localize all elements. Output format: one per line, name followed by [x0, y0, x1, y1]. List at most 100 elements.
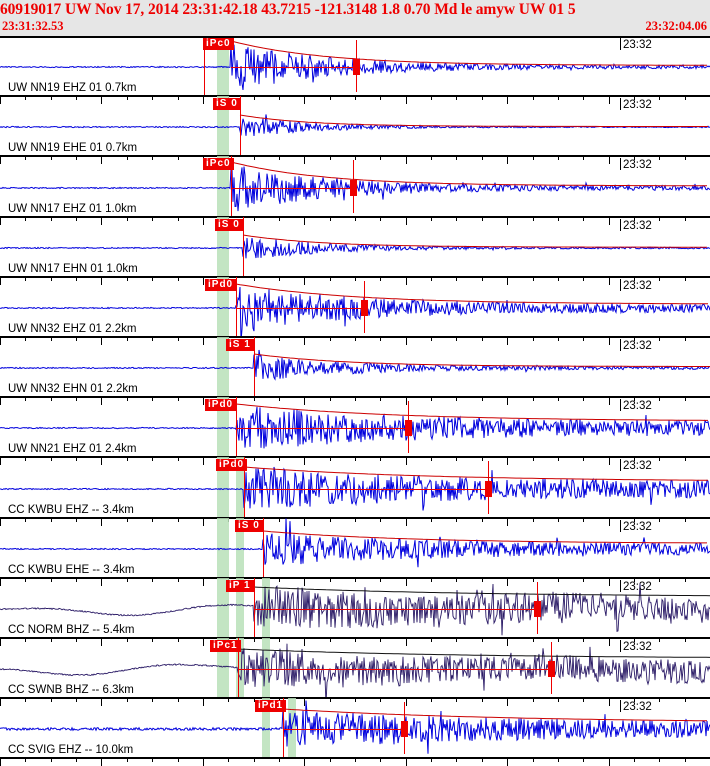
- time-tick: [620, 640, 621, 652]
- axis-tick: [203, 276, 204, 285]
- trace-row[interactable]: iPc0 23:32 UW NN17 EHZ 01 1.0km: [0, 156, 710, 217]
- axis-tick: [101, 276, 102, 285]
- axis-tick: [533, 577, 534, 582]
- pick-label[interactable]: iP 1: [226, 580, 254, 592]
- axis-tick: [609, 757, 610, 766]
- trace-row[interactable]: iPc1 23:32 CC SWNB BHZ -- 6.3km: [0, 638, 710, 698]
- axis-tick: [178, 697, 179, 702]
- axis-tick: [533, 396, 534, 401]
- axis-tick: [431, 697, 432, 702]
- window-start-time: 23:31:32.53: [2, 19, 64, 33]
- axis-tick: [101, 336, 102, 345]
- axis-tick: [609, 637, 610, 646]
- pick-label[interactable]: iPd0: [205, 279, 237, 291]
- coda-window-band: [236, 518, 244, 578]
- axis-tick: [76, 95, 77, 100]
- time-axis: [0, 517, 710, 526]
- trace-row[interactable]: iP 1 23:32 CC NORM BHZ -- 5.4km: [0, 578, 710, 638]
- pick-label[interactable]: iPc1: [210, 640, 241, 652]
- pick-label[interactable]: iS 0: [215, 219, 243, 231]
- pick-line[interactable]: [263, 518, 264, 578]
- trace-row[interactable]: iS 0 23:32 UW NN19 EHE 01 0.7km: [0, 96, 710, 156]
- axis-tick: [152, 336, 153, 341]
- axis-tick: [203, 396, 204, 405]
- trace-row[interactable]: iPd1 23:32 CC SVIG EHZ -- 10.0km: [0, 698, 710, 758]
- axis-tick: [659, 697, 660, 702]
- axis-tick: [558, 637, 559, 642]
- coda-envelope: [253, 353, 710, 367]
- axis-tick: [355, 396, 356, 401]
- trace-row[interactable]: iPd0 23:32 UW NN32 EHZ 01 2.2km: [0, 277, 710, 337]
- axis-tick: [583, 697, 584, 702]
- waveform: [0, 114, 710, 136]
- axis-tick: [456, 697, 457, 702]
- axis-tick: [406, 517, 407, 526]
- trace-row[interactable]: iPd0 23:32 UW NN21 EHZ 01 2.4km: [0, 397, 710, 457]
- trace-row[interactable]: iS 1 23:32 UW NN32 EHN 01 2.2km: [0, 337, 710, 397]
- waveform: [0, 234, 710, 259]
- trace-row[interactable]: iPc0 23:32 UW NN19 EHZ 01 0.7km: [0, 36, 710, 96]
- axis-tick: [101, 155, 102, 164]
- axis-tick: [558, 577, 559, 582]
- trace-panel[interactable]: iPc0 23:32 UW NN19 EHZ 01 0.7km iS 0 23:32 UW…: [0, 36, 710, 766]
- pick-line[interactable]: [236, 397, 237, 457]
- pick-line[interactable]: [244, 457, 245, 518]
- time-tick: [620, 38, 621, 50]
- axis-tick: [482, 216, 483, 221]
- axis-tick: [558, 396, 559, 401]
- axis-tick: [178, 155, 179, 160]
- pick-line[interactable]: [283, 698, 284, 758]
- axis-tick: [330, 216, 331, 221]
- axis-tick: [0, 757, 1, 766]
- pick-line[interactable]: [243, 217, 244, 277]
- pick-line[interactable]: [236, 277, 237, 337]
- coda-envelope: [235, 403, 708, 421]
- amplitude-baseline: [244, 489, 492, 490]
- pick-label[interactable]: iS 1: [226, 339, 254, 351]
- axis-tick: [583, 517, 584, 522]
- pick-label[interactable]: iPd1: [255, 700, 287, 712]
- axis-tick: [380, 577, 381, 582]
- axis-tick: [482, 336, 483, 341]
- axis-tick: [254, 697, 255, 702]
- pick-label[interactable]: iPc0: [203, 38, 234, 50]
- pick-label[interactable]: iPd0: [216, 459, 248, 471]
- axis-tick: [659, 276, 660, 281]
- waveform: [0, 583, 710, 636]
- pick-line[interactable]: [240, 96, 241, 156]
- pick-line[interactable]: [254, 578, 255, 638]
- axis-tick: [279, 276, 280, 281]
- pick-label[interactable]: iPd0: [205, 399, 237, 411]
- axis-tick: [685, 276, 686, 281]
- time-axis-label: 23:32: [623, 521, 652, 533]
- axis-tick: [533, 336, 534, 341]
- coda-envelope: [282, 708, 708, 722]
- axis-tick: [101, 95, 102, 104]
- axis-tick: [127, 396, 128, 401]
- trace-row[interactable]: iS 0 23:32 UW NN17 EHN 01 1.0km: [0, 217, 710, 277]
- trace-row[interactable]: iPd0 23:32 CC KWBU EHZ -- 3.4km: [0, 457, 710, 518]
- axis-tick: [355, 95, 356, 100]
- pick-label[interactable]: iS 0: [213, 98, 241, 110]
- pick-line[interactable]: [254, 337, 255, 397]
- pick-line[interactable]: [238, 638, 239, 698]
- axis-tick: [609, 456, 610, 465]
- coda-envelope: [230, 40, 707, 66]
- axis-tick: [152, 637, 153, 642]
- axis-tick: [76, 336, 77, 341]
- waveform: [0, 700, 710, 754]
- coda-window-band: [262, 698, 270, 758]
- axis-tick: [127, 155, 128, 160]
- time-axis-label: 23:32: [623, 220, 652, 232]
- trace-row[interactable]: iS 0 23:32 CC KWBU EHE -- 3.4km: [0, 518, 710, 578]
- waveform: [0, 643, 710, 698]
- pick-label[interactable]: iS 0: [235, 520, 263, 532]
- pick-line[interactable]: [204, 36, 205, 96]
- axis-tick: [76, 517, 77, 522]
- pick-label[interactable]: iPc0: [203, 158, 234, 170]
- axis-tick: [431, 336, 432, 341]
- channel-label: UW NN19 EHE 01 0.7km: [8, 142, 138, 154]
- axis-tick: [330, 517, 331, 522]
- pick-line[interactable]: [231, 156, 232, 217]
- axis-tick: [456, 336, 457, 341]
